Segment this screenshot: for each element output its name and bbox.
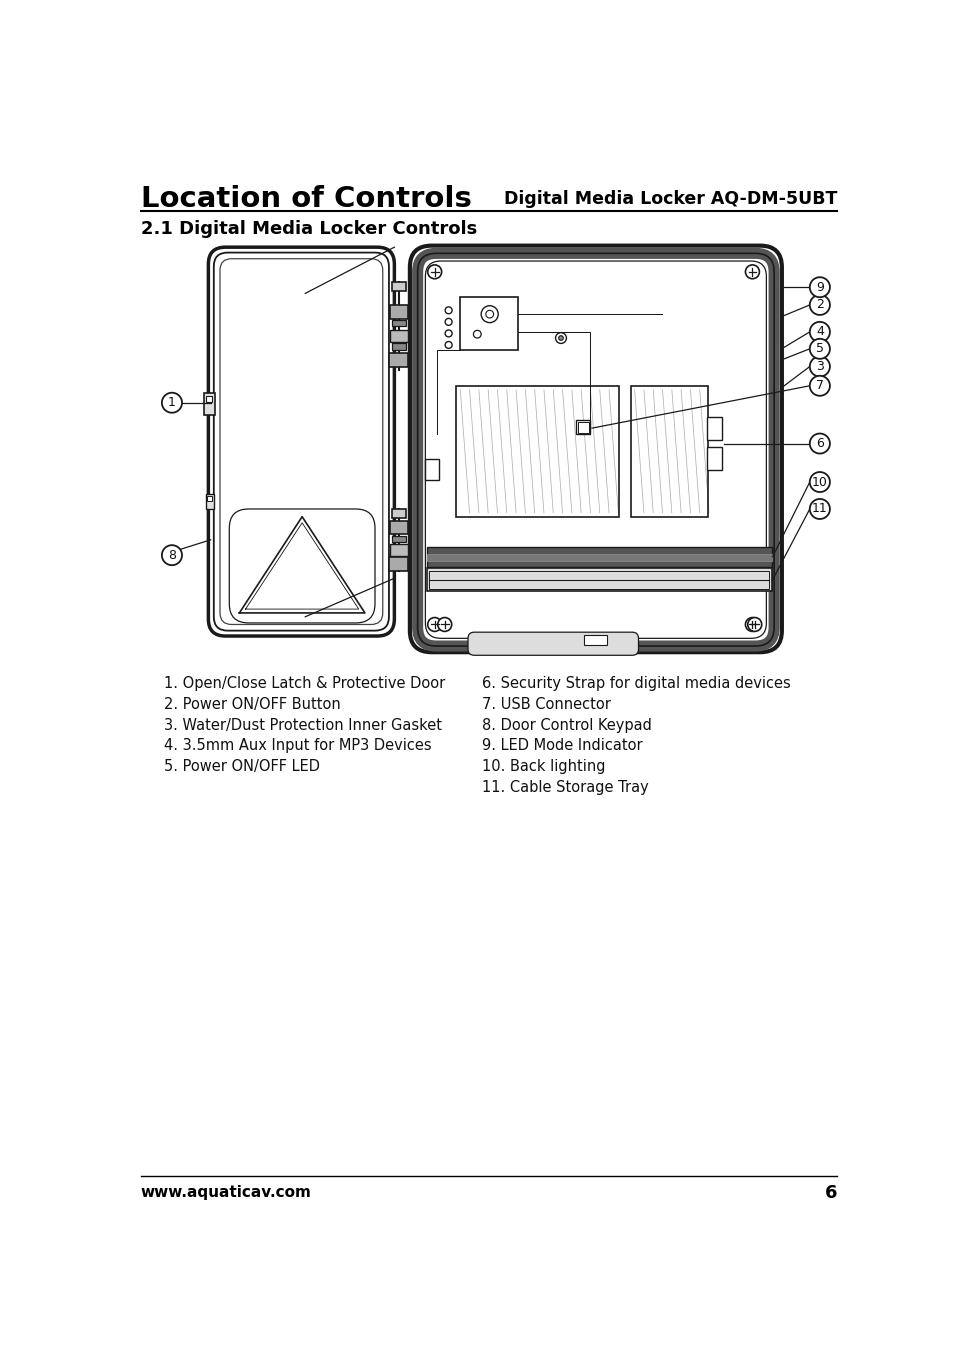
Text: 3: 3	[815, 360, 823, 374]
Bar	[390, 544, 407, 556]
Text: 10. Back lighting: 10. Back lighting	[481, 760, 605, 774]
Bar	[429, 570, 769, 589]
Text: 6: 6	[815, 437, 823, 450]
Text: 1: 1	[168, 397, 175, 409]
Text: 5. Power ON/OFF LED: 5. Power ON/OFF LED	[164, 760, 320, 774]
Circle shape	[427, 265, 441, 279]
Circle shape	[809, 433, 829, 454]
Bar	[706, 417, 721, 440]
Bar	[576, 421, 590, 435]
Text: 8. Door Control Keypad: 8. Door Control Keypad	[481, 718, 651, 733]
Bar	[206, 494, 213, 509]
Text: 11: 11	[811, 502, 827, 516]
Bar	[206, 395, 212, 402]
Bar	[390, 330, 407, 343]
Bar	[425, 459, 439, 481]
Bar	[427, 554, 771, 562]
Bar	[427, 547, 771, 567]
Bar	[389, 353, 407, 367]
Bar	[459, 298, 517, 349]
Circle shape	[162, 393, 182, 413]
Bar	[390, 305, 407, 318]
Bar	[392, 282, 406, 291]
Text: 5: 5	[815, 343, 823, 355]
FancyBboxPatch shape	[410, 245, 781, 653]
Text: 4. 3.5mm Aux Input for MP3 Devices: 4. 3.5mm Aux Input for MP3 Devices	[164, 738, 432, 753]
Text: 9. LED Mode Indicator: 9. LED Mode Indicator	[481, 738, 642, 753]
Circle shape	[744, 265, 759, 279]
Text: 2.1 Digital Media Locker Controls: 2.1 Digital Media Locker Controls	[141, 219, 476, 238]
Bar	[204, 394, 215, 416]
Circle shape	[809, 356, 829, 376]
Bar	[392, 509, 406, 519]
Circle shape	[809, 278, 829, 298]
Text: 2: 2	[815, 298, 823, 311]
Bar	[207, 496, 212, 501]
Circle shape	[809, 500, 829, 519]
Circle shape	[437, 617, 452, 631]
Circle shape	[809, 322, 829, 343]
Bar	[427, 569, 771, 592]
Text: 1. Open/Close Latch & Protective Door: 1. Open/Close Latch & Protective Door	[164, 676, 445, 691]
FancyBboxPatch shape	[425, 261, 765, 638]
Text: www.aquaticav.com: www.aquaticav.com	[141, 1185, 312, 1200]
Bar	[389, 556, 407, 570]
Text: 4: 4	[815, 325, 823, 338]
Bar	[392, 321, 406, 326]
Text: 3. Water/Dust Protection Inner Gasket: 3. Water/Dust Protection Inner Gasket	[164, 718, 442, 733]
Circle shape	[427, 617, 441, 631]
Text: 7: 7	[815, 379, 823, 393]
Text: 6. Security Strap for digital media devices: 6. Security Strap for digital media devi…	[481, 676, 790, 691]
Text: 7. USB Connector: 7. USB Connector	[481, 697, 610, 712]
FancyBboxPatch shape	[208, 248, 394, 636]
Circle shape	[809, 473, 829, 492]
Bar	[392, 344, 406, 349]
Text: 8: 8	[168, 548, 175, 562]
Text: Digital Media Locker AQ-DM-5UBT: Digital Media Locker AQ-DM-5UBT	[503, 190, 836, 207]
Text: 2. Power ON/OFF Button: 2. Power ON/OFF Button	[164, 697, 340, 712]
Circle shape	[809, 376, 829, 395]
Bar	[456, 386, 618, 517]
Bar	[630, 386, 707, 517]
Bar	[392, 536, 406, 542]
Bar	[578, 422, 588, 433]
Bar	[390, 520, 407, 535]
Bar	[706, 447, 721, 470]
FancyBboxPatch shape	[468, 632, 638, 655]
Circle shape	[558, 336, 562, 340]
Text: 9: 9	[815, 280, 823, 294]
Circle shape	[162, 546, 182, 565]
Bar	[583, 635, 607, 645]
Circle shape	[744, 617, 759, 631]
Circle shape	[747, 617, 760, 631]
Text: 10: 10	[811, 475, 827, 489]
Text: 6: 6	[823, 1183, 836, 1202]
Circle shape	[809, 338, 829, 359]
Text: Location of Controls: Location of Controls	[141, 184, 472, 213]
Circle shape	[809, 295, 829, 315]
Text: 11. Cable Storage Tray: 11. Cable Storage Tray	[481, 780, 648, 795]
